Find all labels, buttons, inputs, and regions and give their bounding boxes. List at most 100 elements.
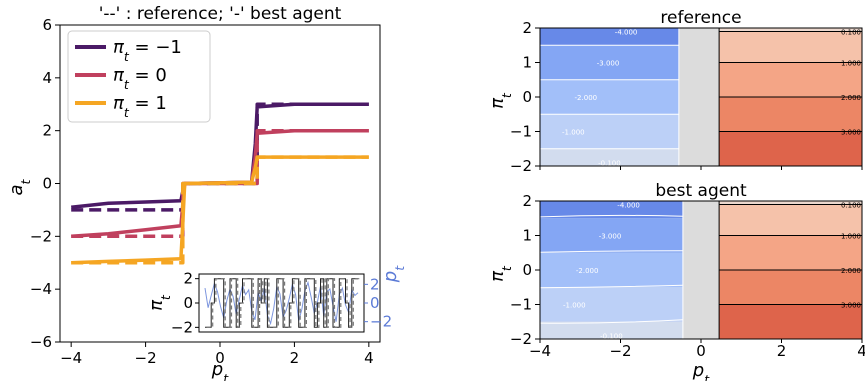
- heatmap-panel-1: -4.000 -3.000 -2.000 -1.000 -0.100 0.100 1.000…: [487, 181, 865, 381]
- left-title: '--' : reference; '-' best agent: [99, 4, 342, 24]
- heatmap-y-tick-label-3: 1: [522, 54, 532, 72]
- heatmap-y-tick-label-1: −1: [510, 123, 532, 141]
- heatmap-right-band-1: [719, 31, 862, 63]
- contour-label-right-0: 0.100: [841, 201, 861, 209]
- inset-left-label: πt: [146, 294, 173, 311]
- y-tick-label-4: 2: [42, 122, 52, 140]
- heatmap-y-tick-label-2: 0: [522, 261, 532, 279]
- heatmap-right-band-1: [719, 204, 862, 236]
- heatmap-right-band-4: [719, 131, 862, 166]
- contour-label-left-2: -2.000: [575, 94, 598, 102]
- y-tick-label-3: 0: [42, 175, 52, 193]
- series-2-best-agent-line: [71, 155, 369, 265]
- heatmap-x-tick-label-4: 4: [857, 342, 865, 360]
- heatmap-y-tick-label-3: 1: [522, 227, 532, 245]
- heatmap-x-axis-label: pt: [692, 360, 710, 381]
- contour-label-right-3: 3.000: [841, 129, 861, 137]
- inset-right-tick-label-0: −2: [370, 313, 392, 331]
- left-x-axis-label: pt: [211, 359, 229, 381]
- heatmap-left-band-2: [540, 252, 683, 288]
- heatmap-left-band-4: [540, 321, 683, 339]
- inset-right-label: pt: [380, 265, 407, 283]
- heatmap-left-band-3: [540, 287, 683, 322]
- contour-label-left-3: -1.000: [562, 129, 585, 137]
- heatmap-x-tick-label-3: 2: [777, 342, 787, 360]
- heatmap-title: best agent: [655, 181, 747, 201]
- heatmap-title: reference: [660, 8, 741, 28]
- y-tick-label-0: −6: [30, 333, 52, 351]
- series-2-reference-line: [71, 155, 369, 265]
- heatmap-y-tick-label-0: −2: [510, 330, 532, 348]
- heatmap-panel-0: -4.000 -3.000 -2.000 -1.000 -0.100 0.100 1.000…: [487, 8, 863, 175]
- contour-label-right-3: 3.000: [841, 302, 861, 310]
- contour-label-right-1: 1.000: [841, 60, 861, 68]
- y-tick-label-2: −2: [30, 227, 52, 245]
- contour-label-right-0: 0.100: [841, 28, 861, 36]
- inset-price-line: [204, 280, 359, 326]
- heatmap-left-band-1: [540, 45, 679, 80]
- heatmap-left-contour-1: [539, 250, 683, 253]
- legend-label-0: πt = −1: [113, 37, 182, 64]
- left-y-axis-label: at: [6, 178, 33, 195]
- contour-label-left-1: -3.000: [597, 60, 620, 68]
- inset-right-tick-label-2: 2: [370, 275, 380, 293]
- left-panel: '--' : reference; '-' best agent−4 −2 0 2 4−…: [6, 4, 407, 381]
- contour-label-left-4: -0.100: [600, 333, 623, 341]
- series-0-reference-line: [71, 102, 369, 212]
- contour-label-right-1: 1.000: [841, 233, 861, 241]
- legend-box: [67, 30, 211, 123]
- heatmap-right-band-4: [719, 304, 862, 339]
- inset-right-tick-label-1: 0: [370, 294, 380, 312]
- heatmap-left-band-1: [540, 218, 683, 253]
- heatmap-left-contour-0: [539, 214, 683, 218]
- heatmap-left-contour-2: [539, 284, 683, 289]
- inset-left-tick-label-2: 2: [183, 270, 193, 288]
- heatmap-x-tick-label-2: 0: [696, 342, 706, 360]
- x-tick-label-1: −2: [135, 349, 157, 367]
- heatmap-right-band-2: [719, 235, 862, 270]
- x-tick-label-2: 0: [215, 349, 225, 367]
- heatmap-left-contour-3: [539, 319, 683, 324]
- heatmap-left-band-2: [540, 79, 679, 115]
- heatmap-left-band-0: [540, 201, 683, 219]
- contour-label-left-1: -3.000: [599, 233, 622, 241]
- contour-label-left-2: -2.000: [576, 267, 599, 275]
- legend-label-1: πt = 0: [113, 65, 167, 92]
- heatmap-left-band-4: [540, 148, 679, 166]
- x-tick-label-3: 2: [290, 349, 300, 367]
- legend: πt = −1πt = 0πt = 1: [67, 30, 211, 123]
- contour-label-left-3: -1.000: [563, 302, 586, 310]
- y-tick-label-5: 4: [42, 69, 52, 87]
- x-tick-label-4: 4: [364, 349, 374, 367]
- inset-left-tick-label-0: −2: [171, 318, 193, 336]
- heatmap-y-axis-label: πt: [487, 92, 514, 109]
- heatmap-y-tick-label-0: −2: [510, 157, 532, 175]
- heatmap-left-band-3: [540, 114, 679, 149]
- heatmap-y-tick-label-2: 0: [522, 88, 532, 106]
- heatmap-right-band-2: [719, 62, 862, 97]
- contour-label-left-0: -4.000: [617, 201, 640, 209]
- heatmap-right-band-0: [719, 28, 862, 32]
- inset-reference-position-line: [206, 278, 360, 328]
- heatmap-right-band-3: [719, 270, 862, 305]
- heatmap-right-band-3: [719, 97, 862, 132]
- legend-label-2: πt = 1: [113, 93, 167, 120]
- heatmap-right-band-0: [719, 201, 862, 205]
- heatmap-y-tick-label-4: 2: [522, 192, 532, 210]
- contour-label-right-2: 2.000: [841, 267, 861, 275]
- heatmap-left-band-0: [540, 28, 679, 46]
- x-tick-label-0: −4: [60, 349, 82, 367]
- y-tick-label-1: −4: [30, 280, 52, 298]
- y-tick-label-6: 6: [42, 16, 52, 34]
- contour-label-right-2: 2.000: [841, 94, 861, 102]
- contour-label-left-4: -0.100: [598, 160, 621, 168]
- contour-label-left-0: -4.000: [615, 28, 638, 36]
- heatmap-x-tick-label-0: −4: [529, 342, 551, 360]
- inset-left-tick-label-1: 0: [183, 294, 193, 312]
- heatmap-y-axis-label: πt: [487, 265, 514, 282]
- heatmap-y-tick-label-1: −1: [510, 296, 532, 314]
- heatmap-x-tick-label-1: −2: [609, 342, 631, 360]
- heatmap-y-tick-label-4: 2: [522, 19, 532, 37]
